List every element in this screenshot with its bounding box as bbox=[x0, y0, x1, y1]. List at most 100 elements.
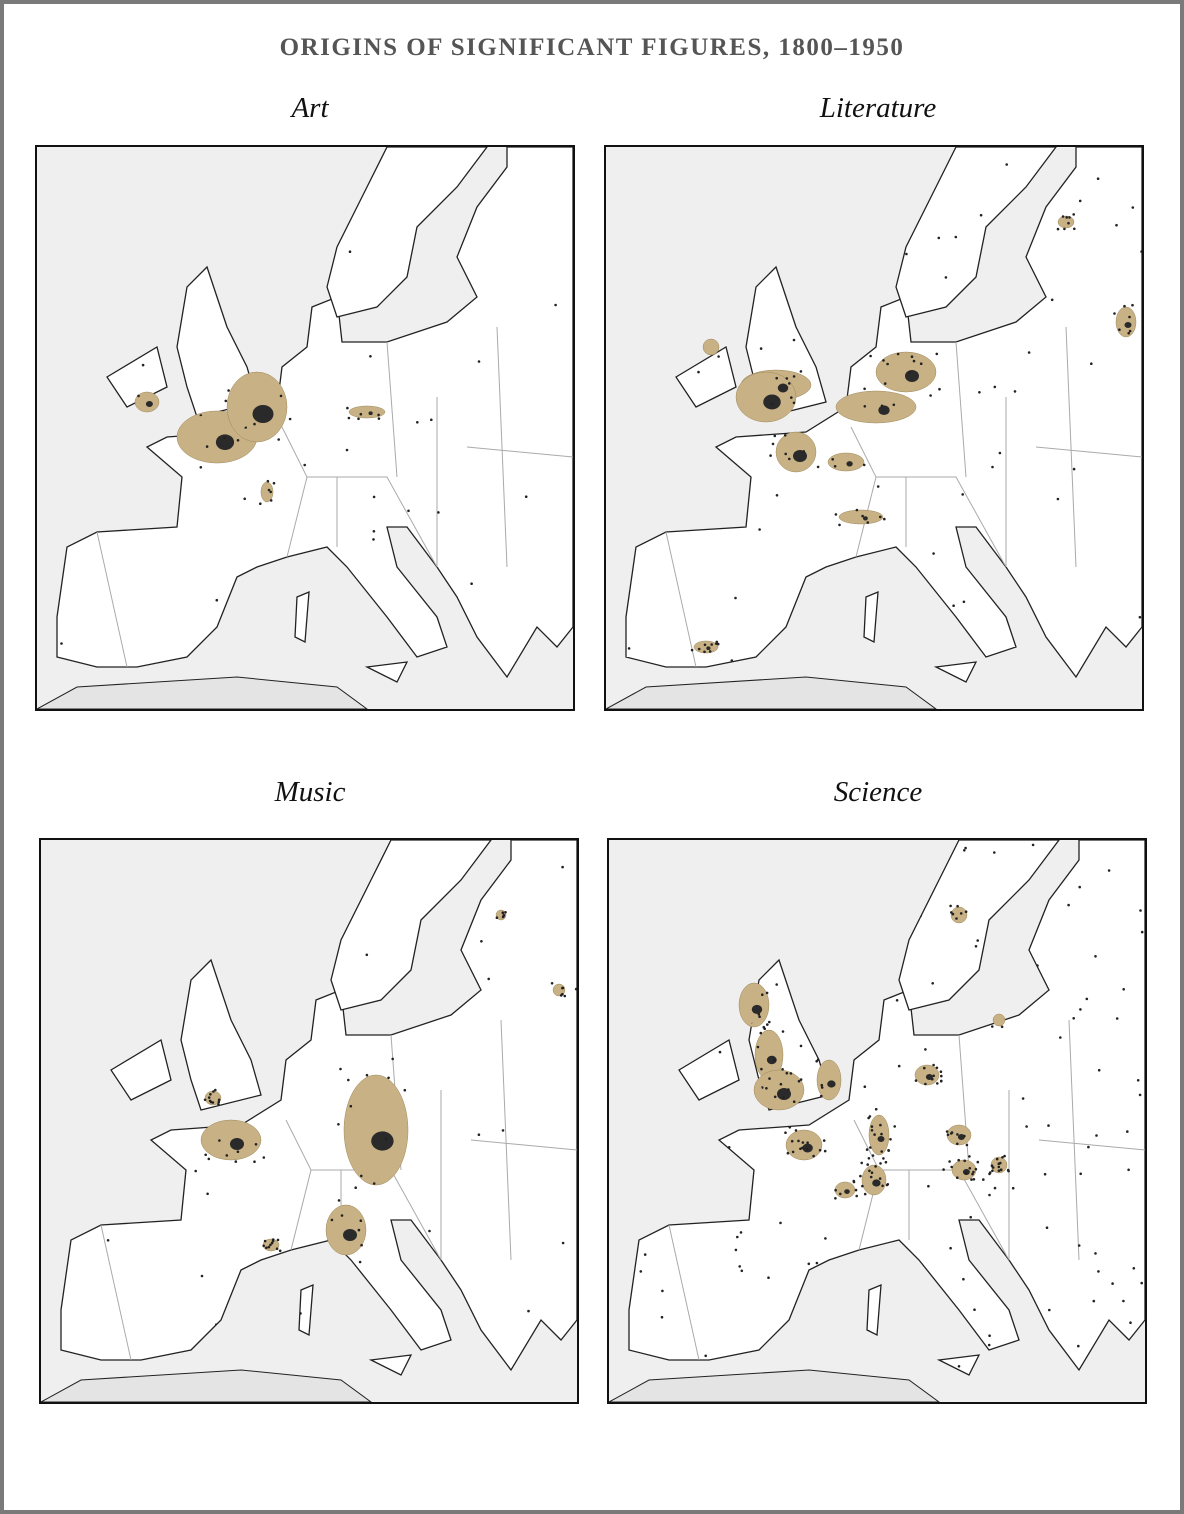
birthplace bbox=[1094, 955, 1097, 958]
birthplace bbox=[816, 465, 820, 469]
birthplace bbox=[340, 1214, 344, 1217]
birthplace bbox=[807, 1262, 811, 1266]
birthplace bbox=[214, 1088, 217, 1092]
birthplace bbox=[736, 1235, 739, 1239]
birthplace bbox=[631, 1128, 634, 1132]
birthplace bbox=[1050, 298, 1054, 302]
birthplace bbox=[765, 991, 769, 995]
cluster-core bbox=[793, 450, 807, 462]
birthplace bbox=[365, 953, 369, 957]
birthplace bbox=[885, 1183, 889, 1187]
birthplace bbox=[246, 962, 250, 965]
birthplace bbox=[956, 1133, 959, 1136]
birthplace bbox=[1140, 930, 1144, 934]
birthplace bbox=[1005, 163, 1008, 166]
birthplace bbox=[999, 569, 1002, 573]
birthplace bbox=[1111, 1282, 1114, 1285]
birthplace bbox=[215, 598, 219, 602]
birthplace bbox=[656, 352, 660, 355]
birthplace bbox=[999, 1161, 1002, 1165]
birthplace bbox=[1097, 1270, 1100, 1273]
cluster-area bbox=[816, 1059, 842, 1101]
birthplace bbox=[974, 945, 978, 948]
birthplace bbox=[1067, 221, 1070, 225]
cluster-core bbox=[862, 516, 868, 521]
birthplace bbox=[734, 376, 738, 380]
birthplace bbox=[973, 1308, 976, 1311]
birthplace bbox=[1131, 206, 1135, 209]
birthplace bbox=[863, 387, 866, 391]
birthplace bbox=[275, 1247, 279, 1250]
birthplace bbox=[963, 1134, 966, 1138]
birthplace bbox=[931, 1077, 934, 1081]
birthplace bbox=[199, 466, 203, 469]
birthplace bbox=[771, 1350, 774, 1353]
birthplace bbox=[176, 410, 180, 413]
birthplace bbox=[656, 1147, 660, 1150]
cluster-core bbox=[846, 461, 853, 467]
cluster-core bbox=[751, 1004, 763, 1014]
birthplace bbox=[862, 463, 866, 467]
cluster-core bbox=[957, 1134, 965, 1140]
birthplace bbox=[337, 1199, 341, 1202]
birthplace bbox=[615, 176, 618, 179]
birthplace bbox=[950, 1165, 953, 1169]
birthplace bbox=[815, 1059, 818, 1063]
birthplace bbox=[303, 463, 307, 467]
birthplace bbox=[883, 517, 886, 521]
birthplace bbox=[637, 261, 641, 265]
birthplace bbox=[951, 1013, 954, 1017]
africa-coast bbox=[609, 1369, 940, 1402]
birthplace bbox=[631, 1086, 635, 1090]
birthplace bbox=[972, 1170, 975, 1174]
birthplace bbox=[501, 915, 505, 919]
birthplace bbox=[709, 849, 713, 852]
birthplace bbox=[957, 1365, 961, 1368]
birthplace bbox=[979, 213, 983, 217]
birthplace bbox=[1004, 1014, 1008, 1017]
birthplace bbox=[739, 1231, 743, 1234]
birthplace bbox=[43, 618, 46, 621]
birthplace bbox=[199, 875, 203, 879]
birthplace bbox=[262, 1244, 265, 1248]
birthplace bbox=[710, 643, 713, 646]
birthplace bbox=[957, 1158, 960, 1162]
birthplace bbox=[1115, 1017, 1119, 1020]
birthplace bbox=[345, 448, 349, 452]
cluster-area bbox=[1057, 215, 1075, 229]
birthplace bbox=[1095, 1134, 1098, 1137]
birthplace bbox=[820, 1083, 824, 1087]
birthplace bbox=[993, 385, 997, 389]
birthplace bbox=[347, 416, 351, 420]
birthplace bbox=[626, 510, 628, 514]
birthplace bbox=[788, 1126, 792, 1129]
map-science bbox=[607, 838, 1147, 1404]
birthplace bbox=[773, 1095, 777, 1099]
birthplace bbox=[1077, 1244, 1081, 1247]
cluster-core bbox=[230, 1138, 244, 1150]
birthplace bbox=[384, 1137, 388, 1141]
birthplace bbox=[660, 1315, 664, 1319]
birthplace bbox=[805, 1148, 809, 1151]
birthplace bbox=[799, 1044, 803, 1048]
birthplace bbox=[416, 421, 419, 424]
birthplace bbox=[889, 1335, 892, 1338]
birthplace bbox=[787, 1088, 790, 1091]
birthplace bbox=[773, 434, 777, 438]
birthplace bbox=[337, 1123, 340, 1126]
birthplace bbox=[638, 482, 641, 486]
birthplace bbox=[799, 1078, 803, 1081]
birthplace bbox=[825, 1056, 828, 1059]
land bbox=[56, 147, 573, 679]
birthplace bbox=[873, 1133, 876, 1136]
birthplace bbox=[944, 276, 948, 279]
birthplace bbox=[267, 488, 271, 492]
birthplace bbox=[207, 1157, 211, 1161]
birthplace bbox=[640, 960, 643, 964]
birthplace bbox=[1079, 1008, 1082, 1011]
birthplace bbox=[650, 1029, 653, 1032]
birthplace bbox=[932, 1074, 935, 1078]
birthplace bbox=[949, 904, 952, 908]
birthplace bbox=[1043, 1172, 1047, 1176]
birthplace bbox=[102, 352, 105, 355]
